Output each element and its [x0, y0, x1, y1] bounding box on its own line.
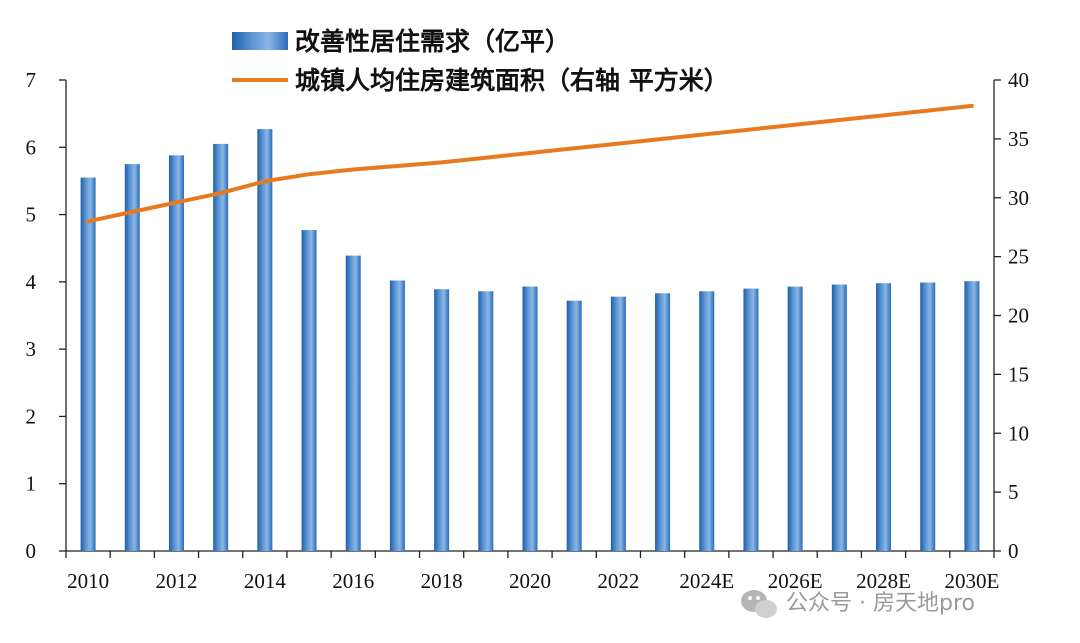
bar-2030E	[964, 281, 980, 551]
bar-2017	[389, 280, 405, 551]
x-tick-label: 2028E	[856, 569, 911, 593]
bar-2020	[522, 286, 538, 551]
bar-2019	[478, 291, 494, 551]
x-tick-label: 2020	[509, 569, 551, 593]
bar-2011	[124, 164, 140, 551]
left-tick-label: 5	[26, 203, 37, 227]
bar-2010	[80, 177, 96, 552]
right-tick-label: 20	[1008, 304, 1029, 328]
left-tick-label: 6	[26, 135, 37, 159]
left-tick-label: 7	[26, 68, 37, 92]
bar-series	[80, 129, 980, 552]
bar-2016	[345, 255, 361, 551]
right-tick-label: 40	[1008, 68, 1029, 92]
left-axis-ticks: 0 1 2 3 4 5 6 7	[26, 68, 66, 563]
bar-2028E	[876, 283, 892, 551]
left-tick-label: 0	[26, 539, 37, 563]
bar-2018	[434, 289, 450, 551]
legend-line-label: 城镇人均住房建筑面积（右轴 平方米）	[295, 66, 729, 95]
bar-2025E	[743, 288, 759, 551]
bar-2014	[257, 129, 273, 551]
legend-bar-swatch	[232, 32, 288, 50]
x-tick-label: 2030E	[944, 569, 999, 593]
left-tick-label: 1	[26, 472, 37, 496]
bar-2012	[168, 155, 184, 552]
x-tick-label: 2022	[597, 569, 639, 593]
x-axis-ticks: 2010 2012 2014 2016 2018 2020 2022 2024E 2026E 20…	[65, 551, 999, 593]
left-tick-label: 3	[26, 337, 37, 361]
left-tick-label: 4	[26, 270, 37, 294]
bar-2029E	[920, 282, 936, 551]
bar-2021	[566, 300, 582, 551]
right-axis-ticks: 0 5 10 15 20 25 30 35 40	[994, 68, 1029, 563]
x-tick-label: 2018	[421, 569, 463, 593]
bar-2024E	[699, 291, 715, 551]
watermark: 公众号 · 房天地pro	[741, 590, 975, 618]
left-tick-label: 2	[26, 404, 37, 428]
right-tick-label: 15	[1008, 362, 1029, 386]
x-tick-label: 2026E	[768, 569, 823, 593]
watermark-text: 公众号 · 房天地pro	[786, 591, 975, 616]
bar-2013	[213, 143, 229, 551]
bar-2015	[301, 230, 317, 551]
right-tick-label: 35	[1008, 127, 1029, 151]
wechat-icon	[741, 590, 777, 618]
bar-2022	[610, 296, 626, 551]
x-tick-label: 2012	[155, 569, 197, 593]
right-tick-label: 25	[1008, 245, 1029, 269]
legend: 改善性居住需求（亿平） 城镇人均住房建筑面积（右轴 平方米）	[232, 27, 729, 95]
x-tick-label: 2016	[332, 569, 374, 593]
right-tick-label: 0	[1008, 539, 1019, 563]
area-per-capita-line	[86, 103, 974, 224]
bar-2027E	[831, 284, 847, 551]
bar-2023	[655, 293, 671, 551]
right-tick-label: 10	[1008, 421, 1029, 445]
legend-bar-label: 改善性居住需求（亿平）	[295, 27, 570, 56]
right-tick-label: 30	[1008, 186, 1029, 210]
bar-2026E	[787, 286, 803, 551]
x-tick-label: 2010	[67, 569, 109, 593]
x-tick-label: 2024E	[679, 569, 734, 593]
right-tick-label: 5	[1008, 480, 1019, 504]
line-series	[86, 103, 974, 224]
x-tick-label: 2014	[244, 569, 287, 593]
